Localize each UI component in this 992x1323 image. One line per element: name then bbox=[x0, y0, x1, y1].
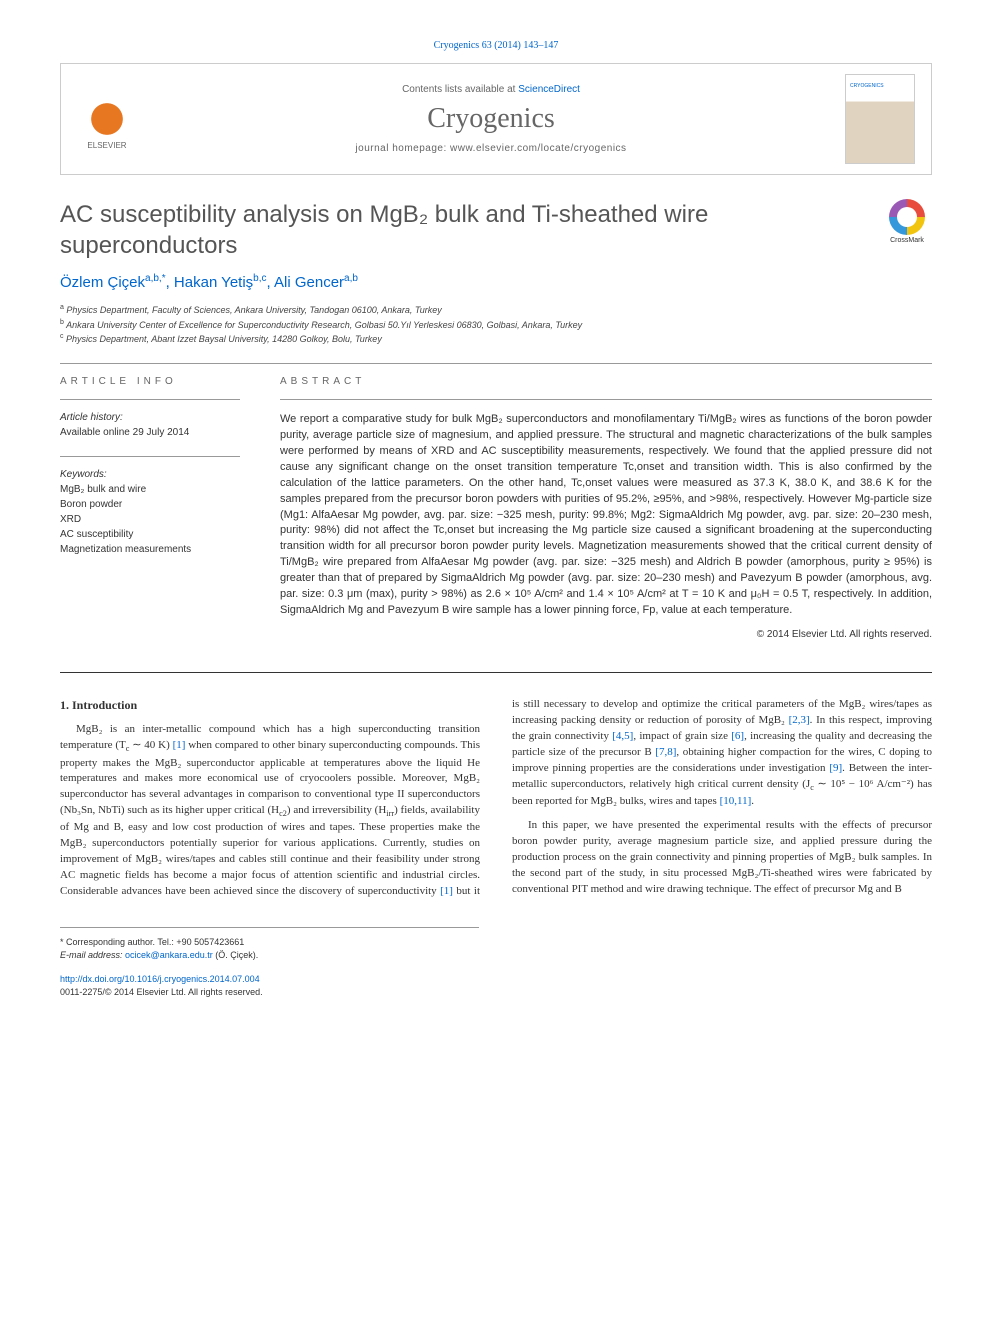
affiliations-block: a Physics Department, Faculty of Science… bbox=[60, 303, 932, 347]
publisher-label: ELSEVIER bbox=[87, 141, 126, 150]
body-paragraph: In this paper, we have presented the exp… bbox=[512, 818, 932, 898]
journal-cover-thumbnail bbox=[845, 74, 915, 164]
keyword-item: Boron powder bbox=[60, 497, 240, 512]
sciencedirect-link[interactable]: ScienceDirect bbox=[518, 84, 580, 95]
article-body: 1. Introduction MgB₂ is an inter-metalli… bbox=[60, 697, 932, 903]
contents-line: Contents lists available at ScienceDirec… bbox=[153, 84, 829, 95]
crossmark-badge[interactable]: CrossMark bbox=[882, 199, 932, 249]
homepage-url[interactable]: www.elsevier.com/locate/cryogenics bbox=[450, 143, 627, 154]
article-title: AC susceptibility analysis on MgB₂ bulk … bbox=[60, 199, 866, 261]
keyword-item: MgB₂ bulk and wire bbox=[60, 482, 240, 497]
journal-name: Cryogenics bbox=[153, 103, 829, 135]
abstract-text: We report a comparative study for bulk M… bbox=[280, 412, 932, 619]
citation-line: Cryogenics 63 (2014) 143–147 bbox=[60, 40, 932, 51]
abstract-copyright: © 2014 Elsevier Ltd. All rights reserved… bbox=[280, 629, 932, 640]
homepage-line: journal homepage: www.elsevier.com/locat… bbox=[153, 143, 829, 154]
keyword-item: XRD bbox=[60, 512, 240, 527]
section-heading: 1. Introduction bbox=[60, 697, 480, 714]
email-label: E-mail address: bbox=[60, 950, 123, 960]
abstract-heading: ABSTRACT bbox=[280, 376, 932, 387]
footer-block: * Corresponding author. Tel.: +90 505742… bbox=[60, 927, 479, 1000]
keywords-label: Keywords: bbox=[60, 469, 240, 480]
crossmark-icon bbox=[889, 199, 925, 235]
crossmark-label: CrossMark bbox=[890, 237, 924, 244]
doi-link[interactable]: http://dx.doi.org/10.1016/j.cryogenics.2… bbox=[60, 974, 260, 984]
keyword-item: Magnetization measurements bbox=[60, 542, 240, 557]
email-link[interactable]: ocicek@ankara.edu.tr bbox=[125, 950, 213, 960]
authors-line: Özlem Çiçeka,b,*, Hakan Yetişb,c, Ali Ge… bbox=[60, 273, 932, 291]
article-info-sidebar: ARTICLE INFO Article history: Available … bbox=[60, 376, 240, 640]
journal-header: ELSEVIER Contents lists available at Sci… bbox=[60, 63, 932, 175]
history-label: Article history: bbox=[60, 412, 240, 423]
history-date: Available online 29 July 2014 bbox=[60, 425, 240, 440]
elsevier-logo: ELSEVIER bbox=[77, 84, 137, 154]
issn-line: 0011-2275/© 2014 Elsevier Ltd. All right… bbox=[60, 986, 479, 1000]
article-info-heading: ARTICLE INFO bbox=[60, 376, 240, 387]
corresponding-author: * Corresponding author. Tel.: +90 505742… bbox=[60, 936, 479, 950]
keyword-item: AC susceptibility bbox=[60, 527, 240, 542]
